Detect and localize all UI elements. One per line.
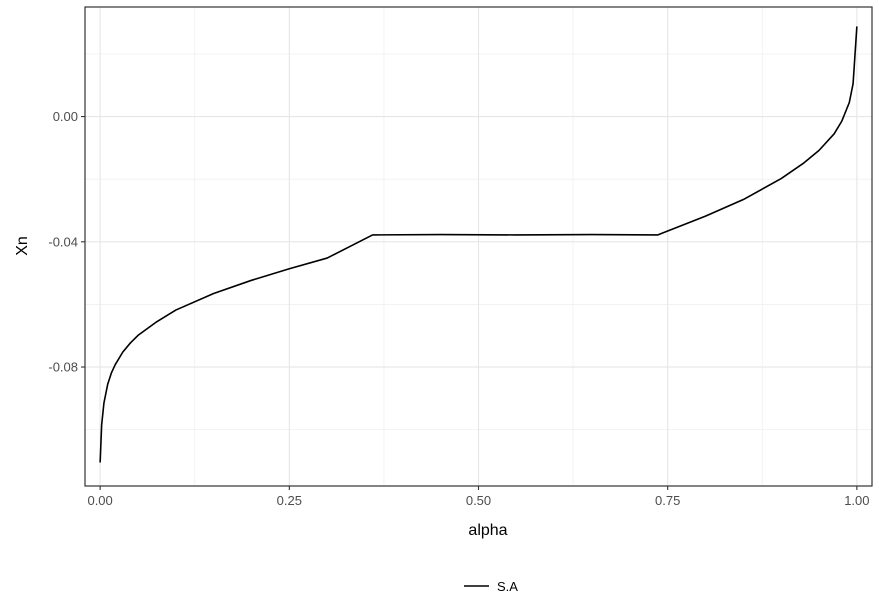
x-tick-label: 1.00 [844, 493, 869, 508]
x-axis-title: alpha [468, 522, 507, 539]
y-tick-label: -0.08 [48, 360, 78, 375]
y-tick-label: -0.04 [48, 234, 78, 249]
legend: S.A [464, 579, 518, 594]
y-tick-label: 0.00 [53, 109, 78, 124]
x-tick-label: 0.75 [655, 493, 680, 508]
series-line [99, 26, 858, 463]
y-axis-title: Xn [14, 236, 31, 256]
x-tick-label: 0.25 [277, 493, 302, 508]
plot-area [99, 26, 858, 463]
x-tick-label: 0.00 [87, 493, 112, 508]
legend-label: S.A [497, 579, 518, 594]
x-axis: 0.00 0.25 0.50 0.75 1.00 [87, 486, 870, 508]
y-axis: -0.08 -0.04 0.00 [48, 109, 85, 375]
x-tick-label: 0.50 [466, 493, 491, 508]
grid-major [85, 7, 872, 486]
